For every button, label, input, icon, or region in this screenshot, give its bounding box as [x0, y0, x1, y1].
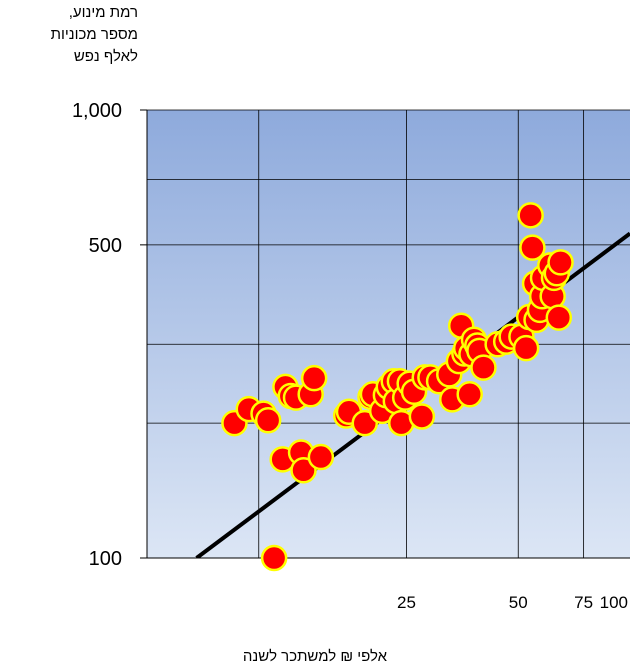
data-point	[547, 249, 574, 276]
data-point	[456, 381, 483, 408]
y-tick-labels: 1,000 500 100	[72, 100, 122, 570]
data-point	[254, 406, 282, 434]
grid-lines	[147, 110, 630, 558]
data-point	[260, 544, 288, 572]
data-point	[307, 443, 335, 471]
data-point	[290, 456, 317, 484]
y-axis-label-line-2: מספר מכוניות	[50, 26, 138, 43]
data-point	[519, 234, 546, 261]
y-tick-label: 1,000	[72, 100, 122, 122]
data-point	[545, 304, 573, 331]
x-tick-label: 50	[509, 593, 528, 612]
x-tick-label: 100	[600, 593, 628, 612]
data-points	[221, 202, 574, 572]
data-point	[512, 334, 540, 362]
y-axis-label-line-1: רמת מינוע,	[68, 4, 138, 21]
data-point	[408, 403, 436, 430]
axes	[140, 109, 630, 559]
y-tick-label: 100	[89, 548, 122, 570]
data-point	[300, 364, 328, 392]
y-tick-label: 500	[89, 235, 122, 257]
data-point	[470, 354, 497, 381]
x-tick-label: 75	[574, 593, 593, 612]
x-tick-label: 25	[397, 593, 416, 612]
y-axis-label-line-3: לאלף נפש	[73, 48, 138, 65]
x-axis-label: אלפי ₪ למשתכר לשנה	[242, 648, 388, 665]
data-point	[517, 202, 544, 229]
plot-area	[147, 110, 630, 558]
x-tick-labels: 25 50 75 100	[397, 593, 628, 612]
